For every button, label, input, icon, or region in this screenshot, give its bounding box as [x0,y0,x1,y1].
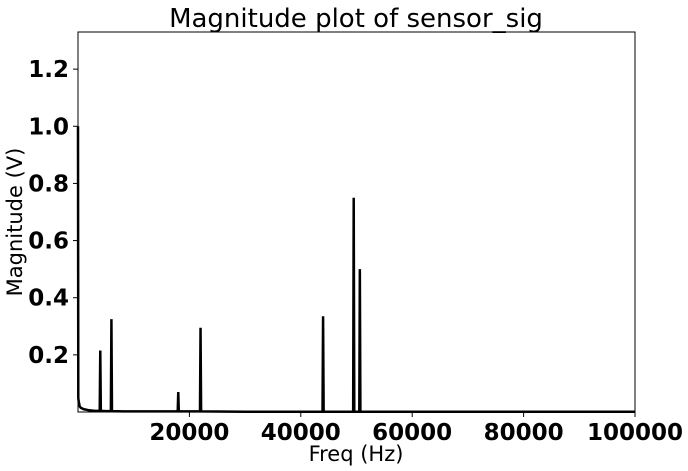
y-tick-label: 0.2 [28,343,69,369]
y-tick-label: 1.0 [28,114,69,140]
plot-area: 20000 40000 60000 80000 100000 0.2 0.4 0.6 0.8 1.… [28,31,683,446]
series-line-0 [76,126,635,413]
y-tick-label: 1.2 [28,57,69,83]
y-tick-label: 0.6 [28,229,69,255]
y-axis-label: Magnitude (V) [3,148,27,297]
plot-frame [77,31,636,413]
x-tick-label: 60000 [372,420,452,446]
x-axis-label: Freq (Hz) [309,442,404,466]
x-tick-label: 100000 [587,420,683,446]
x-tick-label: 20000 [149,420,229,446]
x-tick-label: 80000 [484,420,564,446]
chart-title: Magnitude plot of sensor_sig [169,4,543,34]
x-tick-label: 40000 [261,420,341,446]
y-tick-label: 0.4 [28,286,69,312]
y-tick-label: 0.8 [28,171,69,197]
